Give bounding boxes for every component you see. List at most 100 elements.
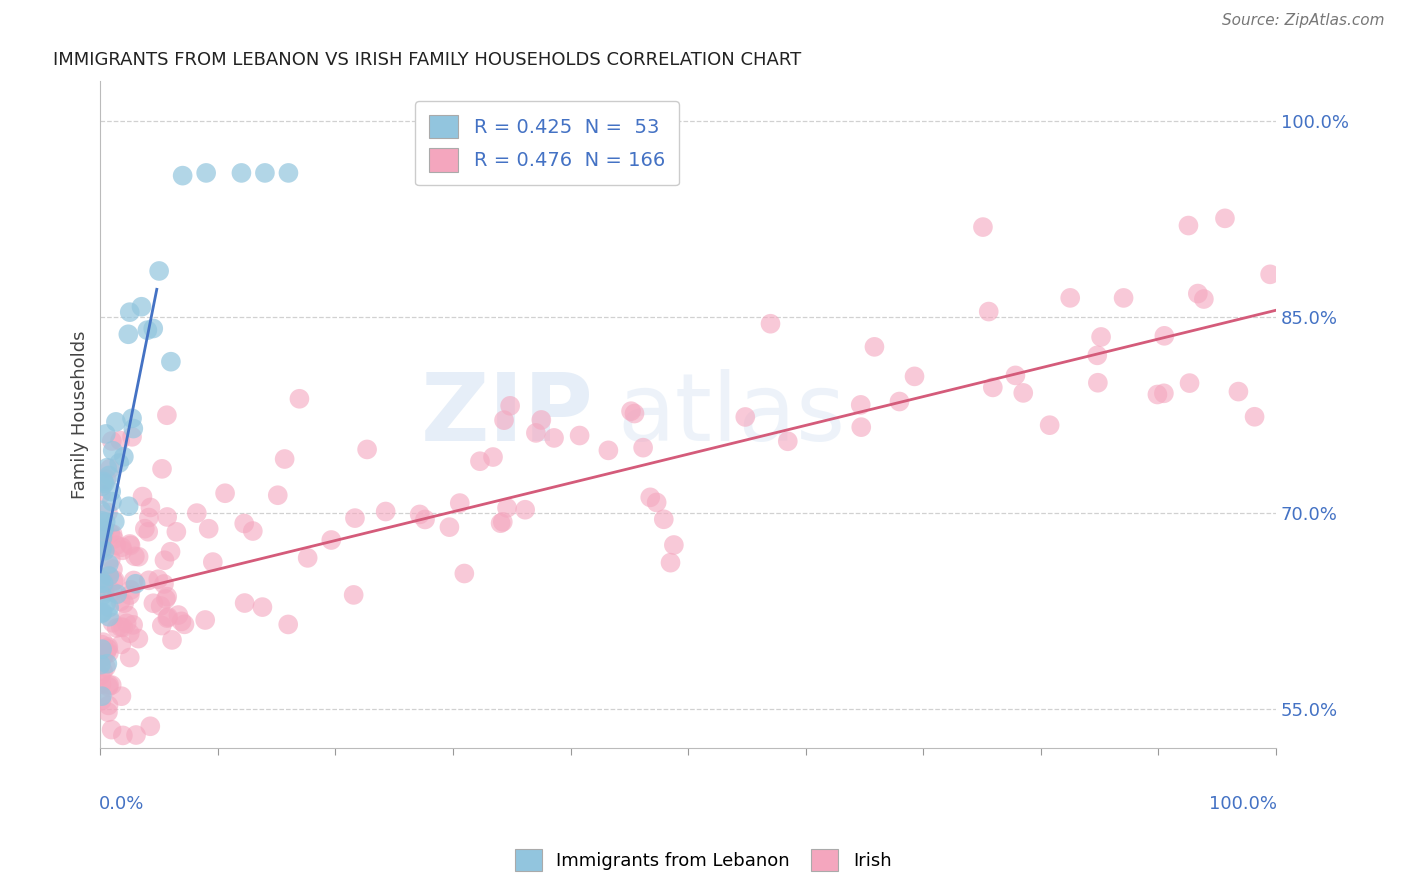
Point <box>124 549 146 564</box>
Y-axis label: Family Households: Family Households <box>72 331 89 500</box>
Point <box>90 607 112 621</box>
Point <box>98 569 121 583</box>
Point <box>156 611 179 625</box>
Point <box>94 597 117 611</box>
Point <box>277 617 299 632</box>
Point <box>492 413 515 427</box>
Point <box>91 689 114 703</box>
Point <box>100 678 122 692</box>
Point <box>122 574 145 588</box>
Point <box>1012 385 1035 400</box>
Point <box>125 728 148 742</box>
Point <box>1004 368 1026 383</box>
Point <box>623 407 645 421</box>
Text: atlas: atlas <box>617 369 846 461</box>
Point <box>97 646 120 660</box>
Point <box>104 573 127 587</box>
Point <box>155 592 177 607</box>
Point <box>515 502 537 516</box>
Text: 100.0%: 100.0% <box>1209 795 1277 814</box>
Point <box>142 596 165 610</box>
Point <box>122 618 145 632</box>
Point <box>97 640 120 654</box>
Point <box>662 538 685 552</box>
Legend: R = 0.425  N =  53, R = 0.476  N = 166: R = 0.425 N = 53, R = 0.476 N = 166 <box>416 101 679 186</box>
Point <box>90 638 112 652</box>
Point <box>568 428 591 442</box>
Point <box>131 490 153 504</box>
Point <box>1087 376 1109 390</box>
Point <box>150 462 173 476</box>
Point <box>97 641 120 656</box>
Point <box>117 327 139 342</box>
Point <box>96 460 118 475</box>
Point <box>121 411 143 425</box>
Point <box>157 610 180 624</box>
Point <box>93 475 115 489</box>
Point <box>863 340 886 354</box>
Point <box>496 500 519 515</box>
Point <box>468 454 491 468</box>
Point <box>90 657 112 672</box>
Point <box>101 615 124 630</box>
Point <box>408 508 430 522</box>
Point <box>91 642 114 657</box>
Point <box>96 472 118 486</box>
Point <box>356 442 378 457</box>
Point <box>231 166 253 180</box>
Point <box>118 500 141 514</box>
Point <box>101 562 124 576</box>
Text: IMMIGRANTS FROM LEBANON VS IRISH FAMILY HOUSEHOLDS CORRELATION CHART: IMMIGRANTS FROM LEBANON VS IRISH FAMILY … <box>53 51 801 69</box>
Point <box>93 522 115 536</box>
Point <box>153 553 176 567</box>
Point <box>148 264 170 278</box>
Point <box>105 587 128 601</box>
Point <box>1039 418 1062 433</box>
Point <box>297 550 319 565</box>
Legend: Immigrants from Lebanon, Irish: Immigrants from Lebanon, Irish <box>508 842 898 879</box>
Point <box>139 719 162 733</box>
Point <box>93 585 115 599</box>
Point <box>100 723 122 737</box>
Point <box>233 596 256 610</box>
Point <box>759 317 782 331</box>
Point <box>1112 291 1135 305</box>
Point <box>112 596 135 610</box>
Point <box>122 421 145 435</box>
Point <box>131 300 153 314</box>
Point <box>160 632 183 647</box>
Point <box>90 503 112 517</box>
Point <box>103 532 125 546</box>
Point <box>101 584 124 599</box>
Point <box>142 321 165 335</box>
Point <box>195 166 218 180</box>
Point <box>273 452 295 467</box>
Point <box>543 431 565 445</box>
Point <box>96 657 118 671</box>
Point <box>776 434 799 449</box>
Point <box>277 166 299 180</box>
Point <box>90 693 112 707</box>
Point <box>118 305 141 319</box>
Point <box>482 450 505 464</box>
Point <box>93 576 115 591</box>
Point <box>233 516 256 531</box>
Point <box>94 515 117 529</box>
Point <box>186 506 208 520</box>
Point <box>101 434 124 448</box>
Point <box>1213 211 1236 226</box>
Point <box>1090 330 1112 344</box>
Point <box>134 522 156 536</box>
Point <box>97 557 120 571</box>
Point <box>94 660 117 674</box>
Point <box>91 650 114 665</box>
Point <box>156 409 179 423</box>
Text: Source: ZipAtlas.com: Source: ZipAtlas.com <box>1222 13 1385 28</box>
Point <box>118 626 141 640</box>
Point <box>156 590 179 604</box>
Point <box>98 468 121 483</box>
Point <box>321 533 343 547</box>
Point <box>734 409 756 424</box>
Point <box>93 574 115 589</box>
Point <box>374 504 396 518</box>
